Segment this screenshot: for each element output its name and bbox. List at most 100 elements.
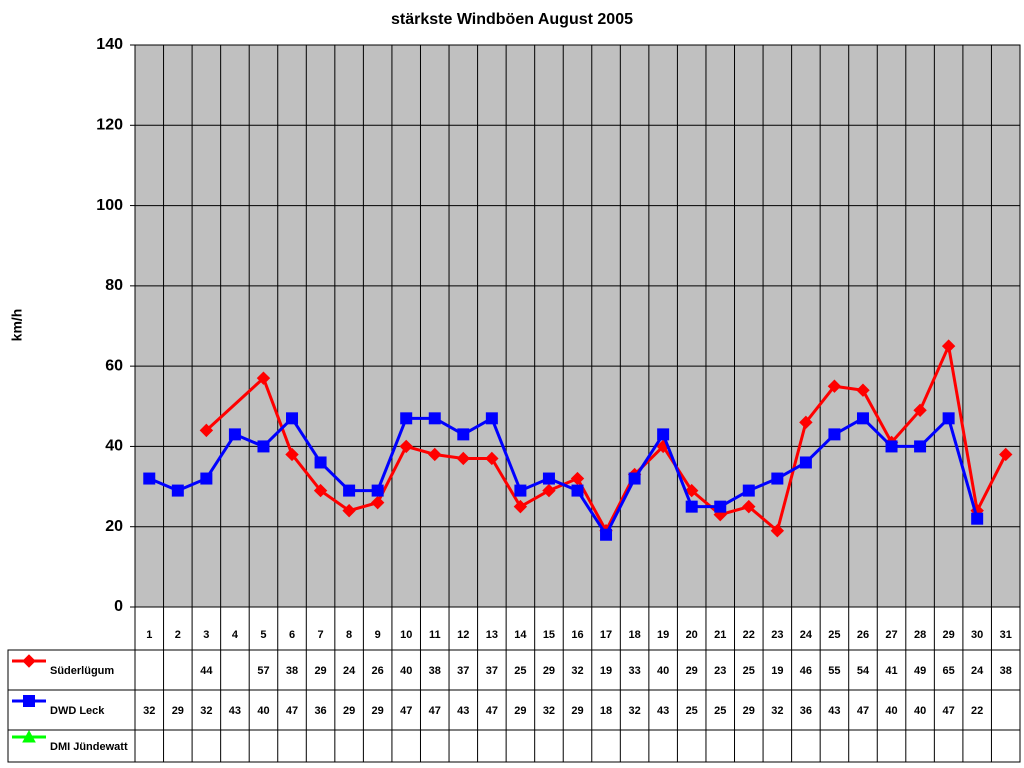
line-segment xyxy=(804,385,836,424)
line-segment xyxy=(890,409,922,444)
point xyxy=(428,412,441,425)
plot-area xyxy=(134,44,1021,608)
x-tick-label: 12 xyxy=(457,629,469,641)
table-value: 29 xyxy=(343,705,355,717)
x-tick-label: 30 xyxy=(971,629,983,641)
y-axis-title: km/h xyxy=(9,309,25,342)
line-segment xyxy=(205,377,265,432)
table-value: 33 xyxy=(628,665,640,677)
table-value: 29 xyxy=(743,705,755,717)
x-tick-label: 28 xyxy=(914,629,926,641)
table-value: 47 xyxy=(286,705,298,717)
table-value: 47 xyxy=(486,705,498,717)
line-segment xyxy=(661,433,694,508)
line-segment xyxy=(490,457,522,508)
x-tick-label: 10 xyxy=(400,629,412,641)
x-tick-label: 21 xyxy=(714,629,726,641)
point xyxy=(286,412,299,425)
point xyxy=(941,339,956,353)
table-value: 43 xyxy=(657,705,669,717)
table-value: 32 xyxy=(543,705,555,717)
table-value: 32 xyxy=(143,705,155,717)
point xyxy=(457,428,470,441)
x-tick-label: 3 xyxy=(203,629,209,641)
table-value: 46 xyxy=(800,665,812,677)
point xyxy=(143,472,156,485)
x-tick-label: 22 xyxy=(743,629,755,641)
point xyxy=(285,447,299,462)
point xyxy=(742,499,756,514)
point xyxy=(770,524,785,538)
point xyxy=(399,439,413,454)
table-value: 24 xyxy=(343,665,356,677)
x-tick-label: 15 xyxy=(543,629,555,641)
line-segment xyxy=(861,389,893,444)
table-value: 19 xyxy=(600,665,612,677)
y-tick-label: 60 xyxy=(105,357,123,374)
table-value: 38 xyxy=(286,665,298,677)
table-value: 29 xyxy=(571,705,583,717)
table-value: 25 xyxy=(743,665,755,677)
point xyxy=(22,654,36,668)
line-segment xyxy=(205,433,237,480)
table-value: 19 xyxy=(771,665,783,677)
x-tick-label: 1 xyxy=(146,629,152,641)
point xyxy=(799,415,813,430)
x-tick-label: 4 xyxy=(232,629,239,641)
point xyxy=(999,447,1013,462)
y-tick-label: 40 xyxy=(105,438,123,455)
table-value: 29 xyxy=(314,665,326,677)
table-value: 32 xyxy=(771,705,783,717)
line-segment xyxy=(576,489,608,536)
point xyxy=(913,403,927,418)
point xyxy=(343,484,356,497)
table-value: 24 xyxy=(971,665,984,677)
y-tick-label: 120 xyxy=(96,117,123,134)
point xyxy=(314,456,327,469)
point xyxy=(313,483,328,498)
table-value: 43 xyxy=(828,705,840,717)
point xyxy=(570,471,585,486)
table-value: 38 xyxy=(429,665,441,677)
point xyxy=(828,428,841,441)
table-value: 29 xyxy=(686,665,698,677)
x-tick-label: 5 xyxy=(260,629,266,641)
x-tick-label: 2 xyxy=(175,629,181,641)
table-value: 29 xyxy=(543,665,555,677)
table-value: 43 xyxy=(229,705,241,717)
x-tick-label: 11 xyxy=(429,629,441,641)
x-tick-label: 20 xyxy=(686,629,698,641)
point xyxy=(199,423,214,438)
point xyxy=(400,412,413,425)
line-segment xyxy=(262,377,294,455)
x-tick-label: 25 xyxy=(828,629,840,641)
line-segment xyxy=(747,505,779,532)
line-segment xyxy=(290,417,322,464)
table-value: 47 xyxy=(943,705,955,717)
point xyxy=(685,500,698,513)
point xyxy=(485,451,499,466)
legend-label: Süderlügum xyxy=(50,665,114,677)
x-tick-label: 19 xyxy=(657,629,669,641)
line-segment xyxy=(376,417,408,492)
point xyxy=(257,440,270,453)
point xyxy=(428,447,442,462)
line-segment xyxy=(947,345,979,511)
table-value: 65 xyxy=(943,665,955,677)
x-tick-label: 18 xyxy=(628,629,640,641)
table-value: 38 xyxy=(1000,665,1012,677)
x-tick-label: 7 xyxy=(318,629,324,641)
point xyxy=(827,379,842,393)
table-value: 47 xyxy=(400,705,412,717)
table-value: 40 xyxy=(657,665,669,677)
x-tick-label: 29 xyxy=(943,629,955,641)
table-value: 40 xyxy=(257,705,269,717)
point xyxy=(885,440,898,453)
x-tick-label: 8 xyxy=(346,629,352,641)
table-value: 22 xyxy=(971,705,983,717)
x-tick-label: 13 xyxy=(486,629,498,641)
point xyxy=(914,440,927,453)
point xyxy=(856,383,870,397)
table-value: 36 xyxy=(314,705,326,717)
point xyxy=(971,512,984,525)
